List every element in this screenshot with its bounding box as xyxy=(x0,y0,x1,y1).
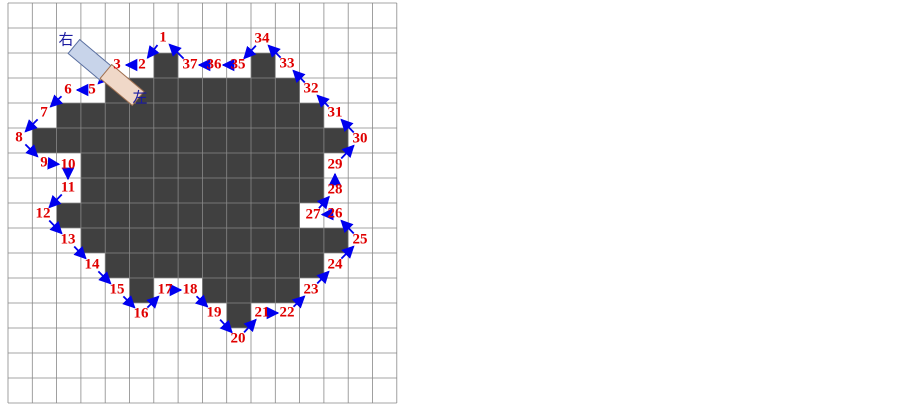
node-label: 11 xyxy=(61,179,75,195)
node-label: 18 xyxy=(183,281,198,297)
node-label: 26 xyxy=(328,205,344,221)
node-label: 5 xyxy=(88,81,96,97)
node-label: 27 xyxy=(306,206,322,222)
obstacle-cells xyxy=(227,303,251,328)
obstacle-cells xyxy=(81,228,348,253)
obstacle-cells xyxy=(105,253,324,278)
right-label: 右 xyxy=(58,31,73,49)
node-label: 35 xyxy=(231,56,246,72)
node-label: 29 xyxy=(328,156,343,172)
node-label: 2 xyxy=(138,56,146,72)
node-label: 20 xyxy=(231,330,246,346)
node-label: 9 xyxy=(40,154,48,170)
node-label: 15 xyxy=(110,281,125,297)
node-label: 34 xyxy=(255,30,271,46)
obstacle-cells xyxy=(154,53,178,78)
node-label: 23 xyxy=(304,281,319,297)
node-label: 6 xyxy=(64,81,72,97)
node-label: 17 xyxy=(158,281,174,297)
node-label: 24 xyxy=(328,256,344,272)
node-label: 28 xyxy=(328,181,343,197)
node-label: 32 xyxy=(304,80,319,96)
node-label: 22 xyxy=(280,304,295,320)
node-label: 16 xyxy=(134,305,150,321)
node-label: 30 xyxy=(353,130,368,146)
node-label: 12 xyxy=(36,205,51,221)
node-label: 10 xyxy=(61,156,76,172)
obstacle-cells xyxy=(32,128,348,153)
node-label: 3 xyxy=(113,56,121,72)
left-label: 左 xyxy=(132,89,147,107)
node-label: 25 xyxy=(353,231,368,247)
arrow xyxy=(53,164,59,165)
obstacle-cells xyxy=(57,103,324,128)
obstacle-cells xyxy=(251,53,275,78)
node-label: 36 xyxy=(207,56,223,72)
node-label: 1 xyxy=(159,29,167,45)
node-label: 7 xyxy=(40,104,48,120)
node-label: 8 xyxy=(15,129,23,145)
robot: 右 左 xyxy=(58,31,147,107)
node-label: 31 xyxy=(328,104,343,120)
node-label: 37 xyxy=(183,56,199,72)
node-label: 19 xyxy=(207,304,222,320)
grid xyxy=(8,3,397,403)
node-label: 21 xyxy=(255,304,270,320)
node-label: 13 xyxy=(61,231,76,247)
obstacle-cells xyxy=(130,278,154,303)
node-label: 33 xyxy=(280,55,295,71)
node-label: 14 xyxy=(85,256,101,272)
